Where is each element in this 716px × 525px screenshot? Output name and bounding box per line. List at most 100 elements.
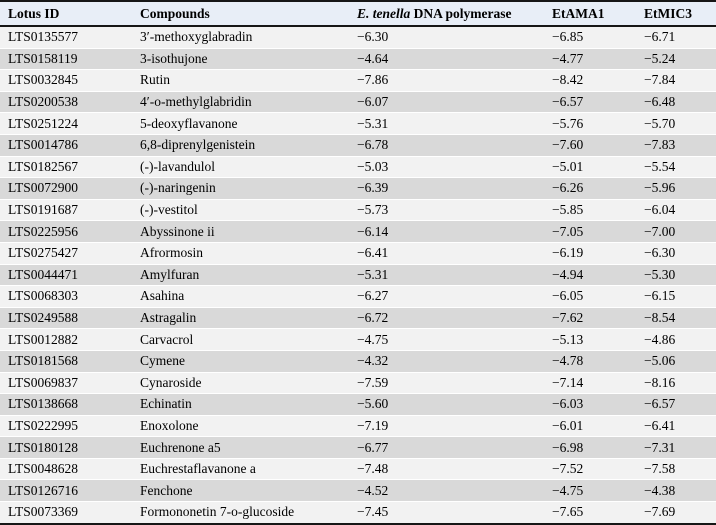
cell-etama1-score: −5.85 [544, 199, 636, 222]
cell-compound: (-)-naringenin [132, 177, 349, 200]
cell-compound: 4′-o-methylglabridin [132, 91, 349, 114]
cell-etama1-score: −5.01 [544, 156, 636, 179]
cell-etama1-score: −4.78 [544, 350, 636, 373]
cell-etmic3-score: −7.69 [636, 501, 716, 525]
cell-lotus-id: LTS0126716 [0, 479, 132, 503]
cell-etama1-score: −6.05 [544, 285, 636, 308]
cell-etmic3-score: −5.96 [636, 177, 716, 200]
cell-etmic3-score: −4.86 [636, 328, 716, 351]
table-row: LTS0249588 Astragalin −6.72 −7.62 −8.54 [0, 307, 716, 330]
cell-etama1-score: −4.75 [544, 479, 636, 503]
cell-etmic3-score: −6.30 [636, 242, 716, 265]
cell-compound: Echinatin [132, 393, 349, 416]
cell-lotus-id: LTS0275427 [0, 242, 132, 265]
cell-etmic3-score: −7.31 [636, 436, 716, 459]
cell-etama1-score: −5.13 [544, 328, 636, 351]
cell-lotus-id: LTS0158119 [0, 48, 132, 71]
cell-lotus-id: LTS0200538 [0, 91, 132, 114]
cell-etama1-score: −6.98 [544, 436, 636, 459]
cell-lotus-id: LTS0069837 [0, 372, 132, 395]
cell-lotus-id: LTS0014786 [0, 134, 132, 157]
table-row: LTS0181568 Cymene −4.32 −4.78 −5.06 [0, 350, 716, 373]
cell-dna-polymerase-score: −6.72 [349, 307, 544, 330]
cell-compound: Carvacrol [132, 328, 349, 351]
cell-etmic3-score: −8.16 [636, 372, 716, 395]
table-row: LTS0182567 (-)-lavandulol −5.03 −5.01 −5.54 [0, 156, 716, 179]
cell-dna-polymerase-score: −7.19 [349, 415, 544, 438]
table-row: LTS0180128 Euchrenone a5 −6.77 −6.98 −7.31 [0, 436, 716, 459]
cell-etama1-score: −7.05 [544, 220, 636, 243]
cell-etmic3-score: −5.54 [636, 156, 716, 179]
table-row: LTS0072900 (-)-naringenin −6.39 −6.26 −5.96 [0, 177, 716, 200]
cell-dna-polymerase-score: −7.45 [349, 501, 544, 525]
cell-etama1-score: −4.77 [544, 48, 636, 71]
cell-dna-polymerase-score: −6.39 [349, 177, 544, 200]
cell-etmic3-score: −6.48 [636, 91, 716, 114]
cell-dna-polymerase-score: −5.60 [349, 393, 544, 416]
cell-compound: Formononetin 7-o-glucoside [132, 501, 349, 525]
cell-compound: Fenchone [132, 479, 349, 503]
cell-lotus-id: LTS0138668 [0, 393, 132, 416]
cell-etama1-score: −7.62 [544, 307, 636, 330]
cell-etmic3-score: −6.71 [636, 26, 716, 49]
cell-etmic3-score: −4.38 [636, 479, 716, 503]
cell-lotus-id: LTS0182567 [0, 156, 132, 179]
table-row: LTS0225956 Abyssinone ii −6.14 −7.05 −7.00 [0, 220, 716, 243]
col-header-etmic3: EtMIC3 [636, 0, 716, 27]
cell-lotus-id: LTS0044471 [0, 264, 132, 287]
col-header-dna-polymerase-species: E. tenella [357, 5, 411, 21]
cell-dna-polymerase-score: −7.48 [349, 458, 544, 481]
cell-etmic3-score: −7.84 [636, 69, 716, 92]
cell-compound: 3-isothujone [132, 48, 349, 71]
cell-lotus-id: LTS0181568 [0, 350, 132, 373]
table-row: LTS0191687 (-)-vestitol −5.73 −5.85 −6.04 [0, 199, 716, 222]
cell-compound: Enoxolone [132, 415, 349, 438]
cell-compound: Cymene [132, 350, 349, 373]
col-header-compounds: Compounds [132, 0, 349, 27]
cell-dna-polymerase-score: −6.07 [349, 91, 544, 114]
table-row: LTS0069837 Cynaroside −7.59 −7.14 −8.16 [0, 372, 716, 395]
table-row: LTS0138668 Echinatin −5.60 −6.03 −6.57 [0, 393, 716, 416]
cell-dna-polymerase-score: −4.75 [349, 328, 544, 351]
cell-etama1-score: −8.42 [544, 69, 636, 92]
table-row: LTS0200538 4′-o-methylglabridin −6.07 −6.57… [0, 91, 716, 114]
cell-compound: Asahina [132, 285, 349, 308]
cell-etama1-score: −7.52 [544, 458, 636, 481]
table-row: LTS0048628 Euchrestaflavanone a −7.48 −7.52… [0, 458, 716, 481]
cell-etama1-score: −4.94 [544, 264, 636, 287]
cell-etmic3-score: −8.54 [636, 307, 716, 330]
cell-etmic3-score: −6.15 [636, 285, 716, 308]
cell-lotus-id: LTS0222995 [0, 415, 132, 438]
cell-etmic3-score: −7.00 [636, 220, 716, 243]
table-row: LTS0135577 3′-methoxyglabradin −6.30 −6.85−… [0, 26, 716, 49]
col-header-dna-polymerase-rest: DNA polymerase [410, 5, 512, 21]
cell-dna-polymerase-score: −5.03 [349, 156, 544, 179]
cell-dna-polymerase-score: −6.14 [349, 220, 544, 243]
cell-lotus-id: LTS0012882 [0, 328, 132, 351]
cell-etama1-score: −6.03 [544, 393, 636, 416]
cell-etmic3-score: −7.58 [636, 458, 716, 481]
cell-etama1-score: −7.60 [544, 134, 636, 157]
cell-dna-polymerase-score: −4.52 [349, 479, 544, 503]
table-row: LTS0073369 Formononetin 7-o-glucoside −7.4… [0, 501, 716, 525]
cell-compound: Amylfuran [132, 264, 349, 287]
cell-dna-polymerase-score: −4.64 [349, 48, 544, 71]
cell-etmic3-score: −5.70 [636, 112, 716, 135]
col-header-dna-polymerase: E. tenella DNA polymerase [349, 0, 544, 27]
cell-compound: 6,8-diprenylgenistein [132, 134, 349, 157]
cell-lotus-id: LTS0251224 [0, 112, 132, 135]
table-body: LTS0135577 3′-methoxyglabradin −6.30 −6.85−… [0, 26, 716, 525]
table-row: LTS0126716 Fenchone −4.52 −4.75 −4.38 [0, 479, 716, 503]
table-row: LTS0068303 Asahina −6.27 −6.05 −6.15 [0, 285, 716, 308]
cell-lotus-id: LTS0068303 [0, 285, 132, 308]
cell-compound: Euchrenone a5 [132, 436, 349, 459]
cell-etmic3-score: −6.57 [636, 393, 716, 416]
cell-dna-polymerase-score: −4.32 [349, 350, 544, 373]
cell-compound: 5-deoxyflavanone [132, 112, 349, 135]
cell-dna-polymerase-score: −6.77 [349, 436, 544, 459]
cell-compound: Cynaroside [132, 372, 349, 395]
cell-etmic3-score: −7.83 [636, 134, 716, 157]
cell-dna-polymerase-score: −6.78 [349, 134, 544, 157]
cell-etama1-score: −6.85 [544, 26, 636, 49]
